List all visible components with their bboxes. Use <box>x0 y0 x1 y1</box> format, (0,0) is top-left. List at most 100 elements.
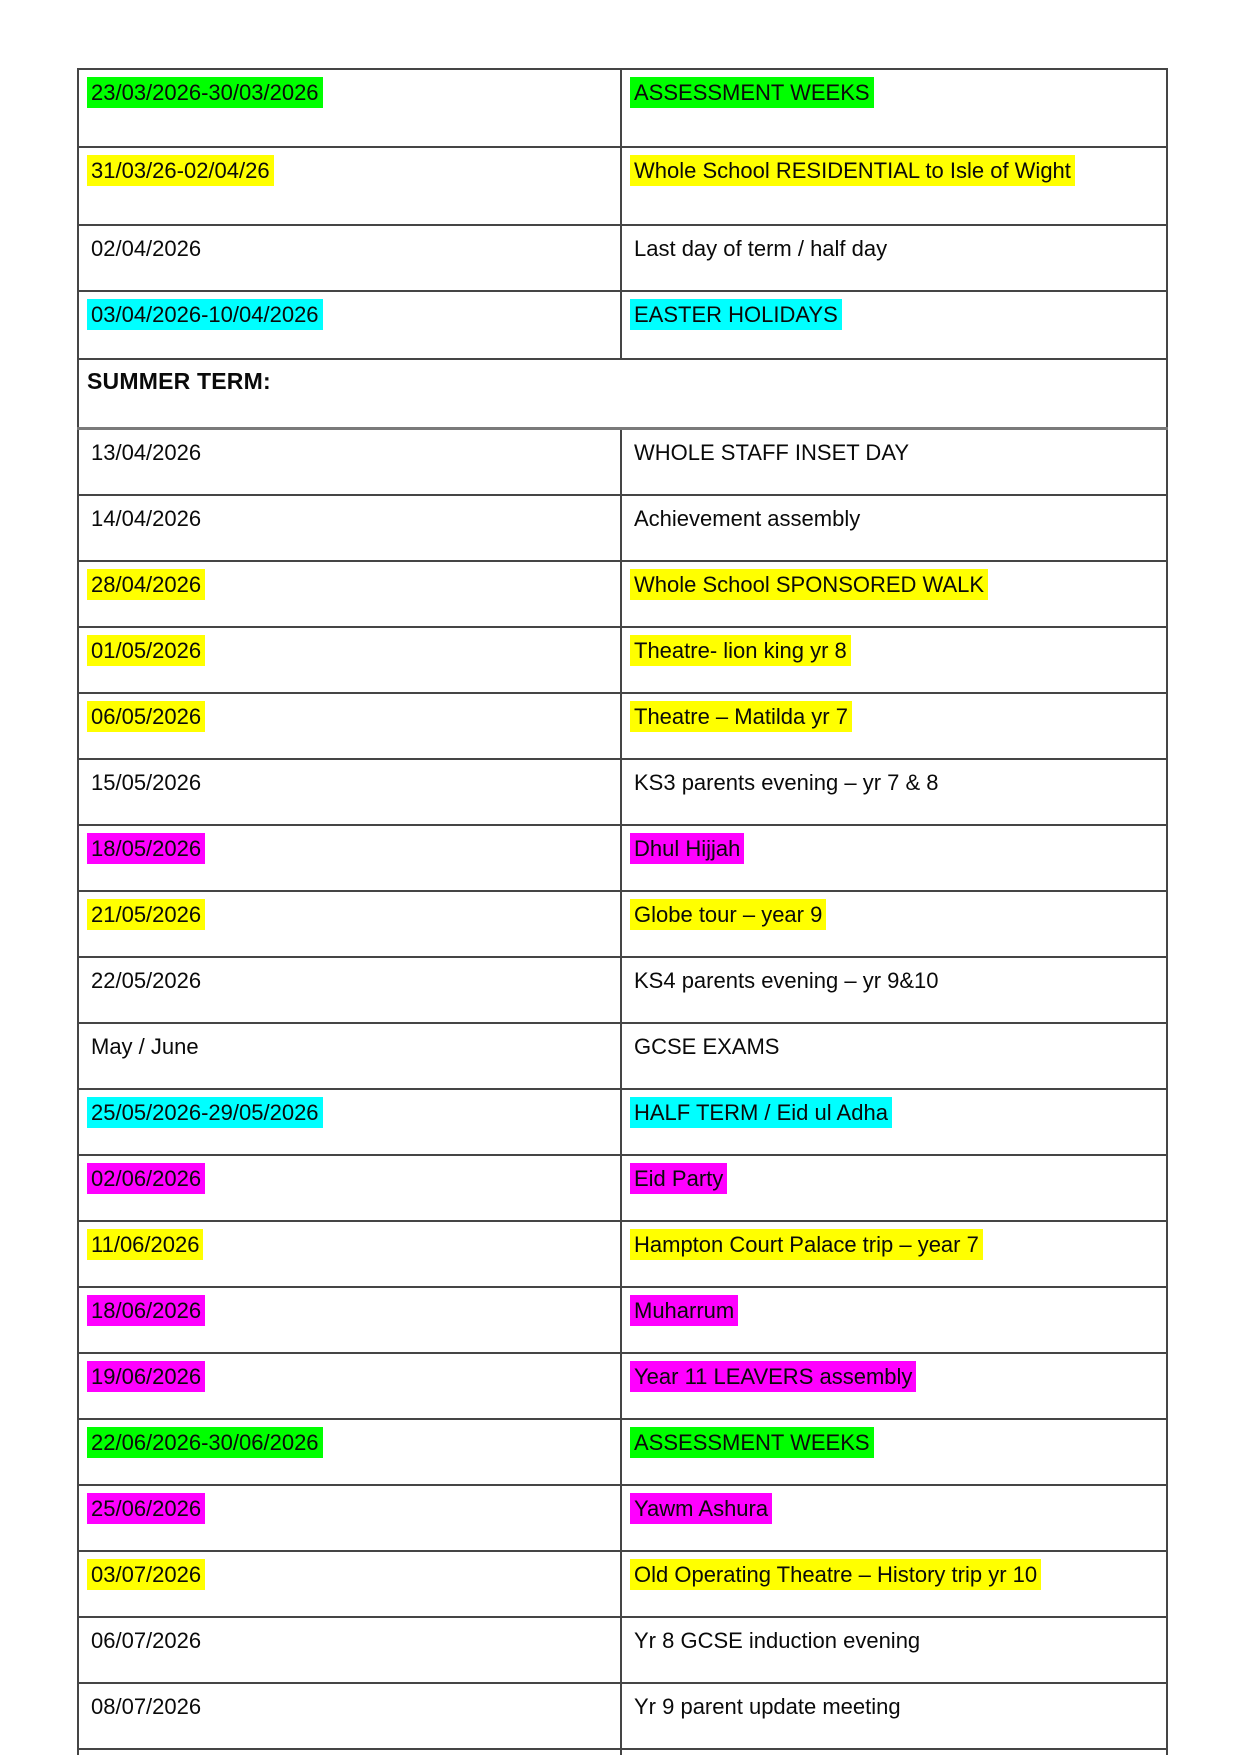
event-cell: WHOLE STAFF INSET DAY <box>620 427 1168 496</box>
table-row: May / June GCSE EXAMS <box>77 1022 1168 1090</box>
event-text: KS4 parents evening – yr 9&10 <box>634 968 939 993</box>
date-cell: 03/07/2026 <box>77 1550 622 1618</box>
table-row: 02/06/2026 Eid Party <box>77 1154 1168 1222</box>
section-label: SUMMER TERM: <box>87 368 271 394</box>
date-text: 18/06/2026 <box>87 1295 206 1326</box>
date-text: 01/05/2026 <box>87 635 206 666</box>
date-cell: 02/06/2026 <box>77 1154 622 1222</box>
table-row: 22/05/2026 KS4 parents evening – yr 9&10 <box>77 956 1168 1024</box>
event-text: GCSE EXAMS <box>634 1034 780 1059</box>
date-cell: 14/04/2026 <box>77 494 622 562</box>
table-row: SUMMER TERM: <box>77 358 1168 430</box>
table-row: 22/06/2026-30/06/2026 ASSESSMENT WEEKS <box>77 1418 1168 1486</box>
date-cell: 01/05/2026 <box>77 626 622 694</box>
table-row: 25/06/2026 Yawm Ashura <box>77 1484 1168 1552</box>
event-cell: EASTER HOLIDAYS <box>620 290 1168 360</box>
event-text: Whole School RESIDENTIAL to Isle of Wigh… <box>630 155 1075 186</box>
event-text: Yawm Ashura <box>630 1493 773 1524</box>
event-cell: Yr 10 parent update meeting <box>620 1748 1168 1755</box>
date-cell: 23/03/2026-30/03/2026 <box>77 68 622 148</box>
date-cell: 25/05/2026-29/05/2026 <box>77 1088 622 1156</box>
table-row: 15/05/2026 KS3 parents evening – yr 7 & 8 <box>77 758 1168 826</box>
table-row: 18/06/2026 Muharrum <box>77 1286 1168 1354</box>
date-text: 18/05/2026 <box>87 833 206 864</box>
date-text: 22/05/2026 <box>91 968 202 993</box>
date-text: 31/03/26-02/04/26 <box>87 155 274 186</box>
date-text: 02/06/2026 <box>87 1163 206 1194</box>
table-row: 03/04/2026-10/04/2026 EASTER HOLIDAYS <box>77 290 1168 360</box>
event-text: Muharrum <box>630 1295 739 1326</box>
date-text: 03/07/2026 <box>87 1559 206 1590</box>
date-text: 11/06/2026 <box>87 1229 204 1260</box>
event-cell: Hampton Court Palace trip – year 7 <box>620 1220 1168 1288</box>
table-row: 28/04/2026 Whole School SPONSORED WALK <box>77 560 1168 628</box>
event-text: Whole School SPONSORED WALK <box>630 569 989 600</box>
date-text: 23/03/2026-30/03/2026 <box>87 77 323 108</box>
event-text: ASSESSMENT WEEKS <box>630 77 874 108</box>
date-text: 03/04/2026-10/04/2026 <box>87 299 323 330</box>
date-cell: 25/06/2026 <box>77 1484 622 1552</box>
event-cell: GCSE EXAMS <box>620 1022 1168 1090</box>
date-text: 02/04/2026 <box>91 236 202 261</box>
date-text: 06/05/2026 <box>87 701 206 732</box>
date-text: 08/07/2026 <box>91 1694 202 1719</box>
event-cell: ASSESSMENT WEEKS <box>620 68 1168 148</box>
date-text: 06/07/2026 <box>91 1628 202 1653</box>
date-cell: 10/07/2026 <box>77 1748 622 1755</box>
date-cell: May / June <box>77 1022 622 1090</box>
event-cell: Whole School SPONSORED WALK <box>620 560 1168 628</box>
date-cell: 22/06/2026-30/06/2026 <box>77 1418 622 1486</box>
event-text: Yr 8 GCSE induction evening <box>634 1628 921 1653</box>
table-row: 01/05/2026 Theatre- lion king yr 8 <box>77 626 1168 694</box>
date-cell: 08/07/2026 <box>77 1682 622 1750</box>
date-text: May / June <box>91 1034 199 1059</box>
date-text: 21/05/2026 <box>87 899 206 930</box>
calendar-table-body: 23/03/2026-30/03/2026 ASSESSMENT WEEKS 31/… <box>77 68 1168 1755</box>
table-row: 21/05/2026 Globe tour – year 9 <box>77 890 1168 958</box>
section-cell: SUMMER TERM: <box>77 358 1168 430</box>
date-cell: 21/05/2026 <box>77 890 622 958</box>
date-cell: 18/06/2026 <box>77 1286 622 1354</box>
table-row: 14/04/2026 Achievement assembly <box>77 494 1168 562</box>
event-text: Old Operating Theatre – History trip yr … <box>630 1559 1042 1590</box>
date-cell: 31/03/26-02/04/26 <box>77 146 622 226</box>
date-text: 14/04/2026 <box>91 506 202 531</box>
event-cell: Theatre- lion king yr 8 <box>620 626 1168 694</box>
date-text: 15/05/2026 <box>91 770 202 795</box>
event-cell: Muharrum <box>620 1286 1168 1354</box>
event-text: Yr 9 parent update meeting <box>634 1694 901 1719</box>
event-text: Last day of term / half day <box>634 236 888 261</box>
table-row: 11/06/2026 Hampton Court Palace trip – ye… <box>77 1220 1168 1288</box>
table-row: 06/05/2026 Theatre – Matilda yr 7 <box>77 692 1168 760</box>
date-text: 25/06/2026 <box>87 1493 206 1524</box>
event-text: Theatre- lion king yr 8 <box>630 635 851 666</box>
event-cell: KS4 parents evening – yr 9&10 <box>620 956 1168 1024</box>
event-text: ASSESSMENT WEEKS <box>630 1427 874 1458</box>
table-row: 06/07/2026 Yr 8 GCSE induction evening <box>77 1616 1168 1684</box>
table-row: 19/06/2026 Year 11 LEAVERS assembly <box>77 1352 1168 1420</box>
date-text: 13/04/2026 <box>91 440 202 465</box>
event-text: KS3 parents evening – yr 7 & 8 <box>634 770 939 795</box>
date-cell: 18/05/2026 <box>77 824 622 892</box>
event-cell: Eid Party <box>620 1154 1168 1222</box>
date-cell: 22/05/2026 <box>77 956 622 1024</box>
event-text: Year 11 LEAVERS assembly <box>630 1361 917 1392</box>
date-cell: 15/05/2026 <box>77 758 622 826</box>
table-row: 18/05/2026 Dhul Hijjah <box>77 824 1168 892</box>
table-row: 31/03/26-02/04/26 Whole School RESIDENTIA… <box>77 146 1168 226</box>
date-text: 22/06/2026-30/06/2026 <box>87 1427 323 1458</box>
date-text: 25/05/2026-29/05/2026 <box>87 1097 323 1128</box>
date-cell: 19/06/2026 <box>77 1352 622 1420</box>
event-cell: Yr 9 parent update meeting <box>620 1682 1168 1750</box>
event-text: WHOLE STAFF INSET DAY <box>634 440 910 465</box>
table-row: 25/05/2026-29/05/2026 HALF TERM / Eid ul … <box>77 1088 1168 1156</box>
event-text: Globe tour – year 9 <box>630 899 827 930</box>
event-cell: Theatre – Matilda yr 7 <box>620 692 1168 760</box>
event-cell: Dhul Hijjah <box>620 824 1168 892</box>
date-text: 19/06/2026 <box>87 1361 206 1392</box>
event-text: Achievement assembly <box>634 506 861 531</box>
table-row: 02/04/2026 Last day of term / half day <box>77 224 1168 292</box>
date-cell: 06/05/2026 <box>77 692 622 760</box>
event-cell: Whole School RESIDENTIAL to Isle of Wigh… <box>620 146 1168 226</box>
table-row: 23/03/2026-30/03/2026 ASSESSMENT WEEKS <box>77 68 1168 148</box>
